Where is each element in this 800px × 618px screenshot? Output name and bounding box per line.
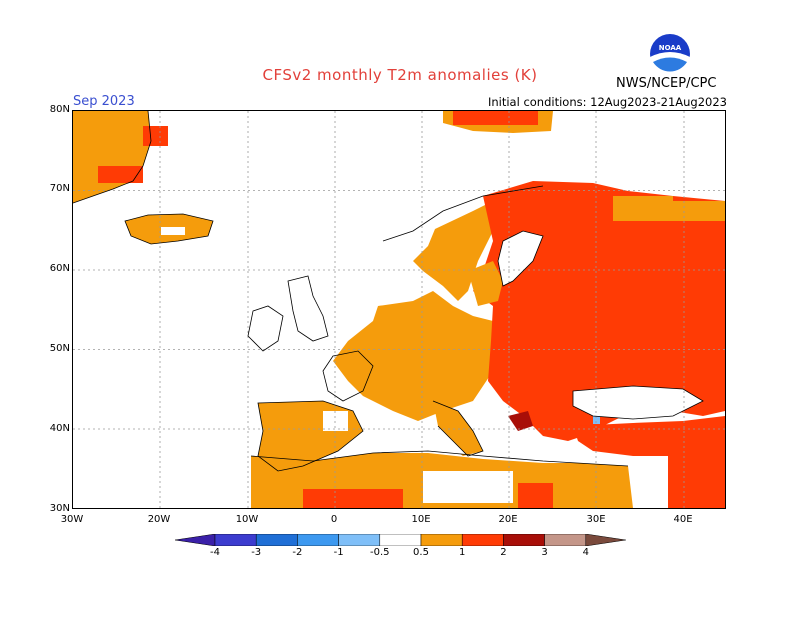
lon-label-10w: 10W	[235, 514, 259, 525]
colorbar-segment	[338, 534, 381, 546]
chart-title: CFSv2 monthly T2m anomalies (K)	[262, 66, 538, 84]
black-sea	[573, 386, 703, 419]
forecast-month: Sep 2023	[73, 94, 135, 109]
balkans-darkred	[508, 411, 533, 431]
colorbar-label: 3	[541, 547, 548, 558]
lat-label-70n: 70N	[49, 183, 70, 194]
lon-label-10e: 10E	[411, 514, 431, 525]
lat-label-80n: 80N	[49, 104, 70, 115]
colorbar-label: 1	[459, 547, 466, 558]
scandinavia-orange-south	[468, 261, 503, 306]
lat-label-50n: 50N	[49, 343, 70, 354]
coastlines	[73, 111, 704, 472]
colorbar-segment	[255, 534, 298, 546]
small-blue-cell	[593, 416, 600, 424]
colorbar-segment	[420, 534, 463, 546]
lon-label-20w: 20W	[147, 514, 171, 525]
colorbar-label: 2	[500, 547, 507, 558]
lat-label-40n: 40N	[49, 423, 70, 434]
colorbar-segment	[379, 534, 422, 546]
colorbar-segment	[175, 534, 216, 546]
turkey-red	[573, 416, 725, 456]
lon-label-40e: 40E	[673, 514, 693, 525]
lon-label-30w: 30W	[60, 514, 84, 525]
colorbar-label: -4	[210, 547, 220, 558]
colorbar-label: -2	[292, 547, 303, 558]
anomaly-map	[72, 110, 726, 509]
noaa-logo-icon: NOAA	[650, 34, 690, 75]
initial-conditions: Initial conditions: 12Aug2023-21Aug2023	[487, 95, 727, 109]
colorbar-label: 0.5	[413, 547, 429, 558]
iceland-white	[161, 227, 185, 235]
colorbar-segment	[503, 534, 545, 546]
logo-text: NOAA	[659, 44, 682, 52]
lon-label-20e: 20E	[498, 514, 518, 525]
colorbar	[175, 534, 626, 546]
colorbar-label: -1	[333, 547, 344, 558]
greenland-red-patch	[98, 126, 168, 183]
north-africa-white	[423, 471, 513, 503]
scandinavia-west-region	[413, 196, 503, 301]
colorbar-label: -0.5	[370, 547, 390, 558]
colorbar-segment	[297, 534, 339, 546]
lon-label-0: 0	[330, 514, 338, 525]
lon-label-30e: 30E	[586, 514, 606, 525]
lat-label-60n: 60N	[49, 263, 70, 274]
lat-label-30n: 30N	[49, 503, 70, 514]
russia-orange-north	[613, 196, 725, 221]
gridlines	[73, 111, 725, 508]
organization-label: NWS/NCEP/CPC	[616, 76, 717, 91]
mediterranean-sea	[343, 426, 633, 463]
svalbard-red-patch	[453, 111, 538, 125]
colorbar-segment	[544, 534, 587, 546]
colorbar-label: -3	[251, 547, 262, 558]
map-canvas	[73, 111, 725, 508]
italy-region	[433, 401, 483, 456]
north-africa-red	[303, 451, 725, 508]
colorbar-label: 4	[582, 547, 589, 558]
colorbar-segment	[461, 534, 504, 546]
iberia-white	[323, 411, 348, 431]
colorbar-segment	[585, 534, 626, 546]
western-europe-region	[333, 291, 493, 421]
colorbar-segment	[214, 534, 257, 546]
